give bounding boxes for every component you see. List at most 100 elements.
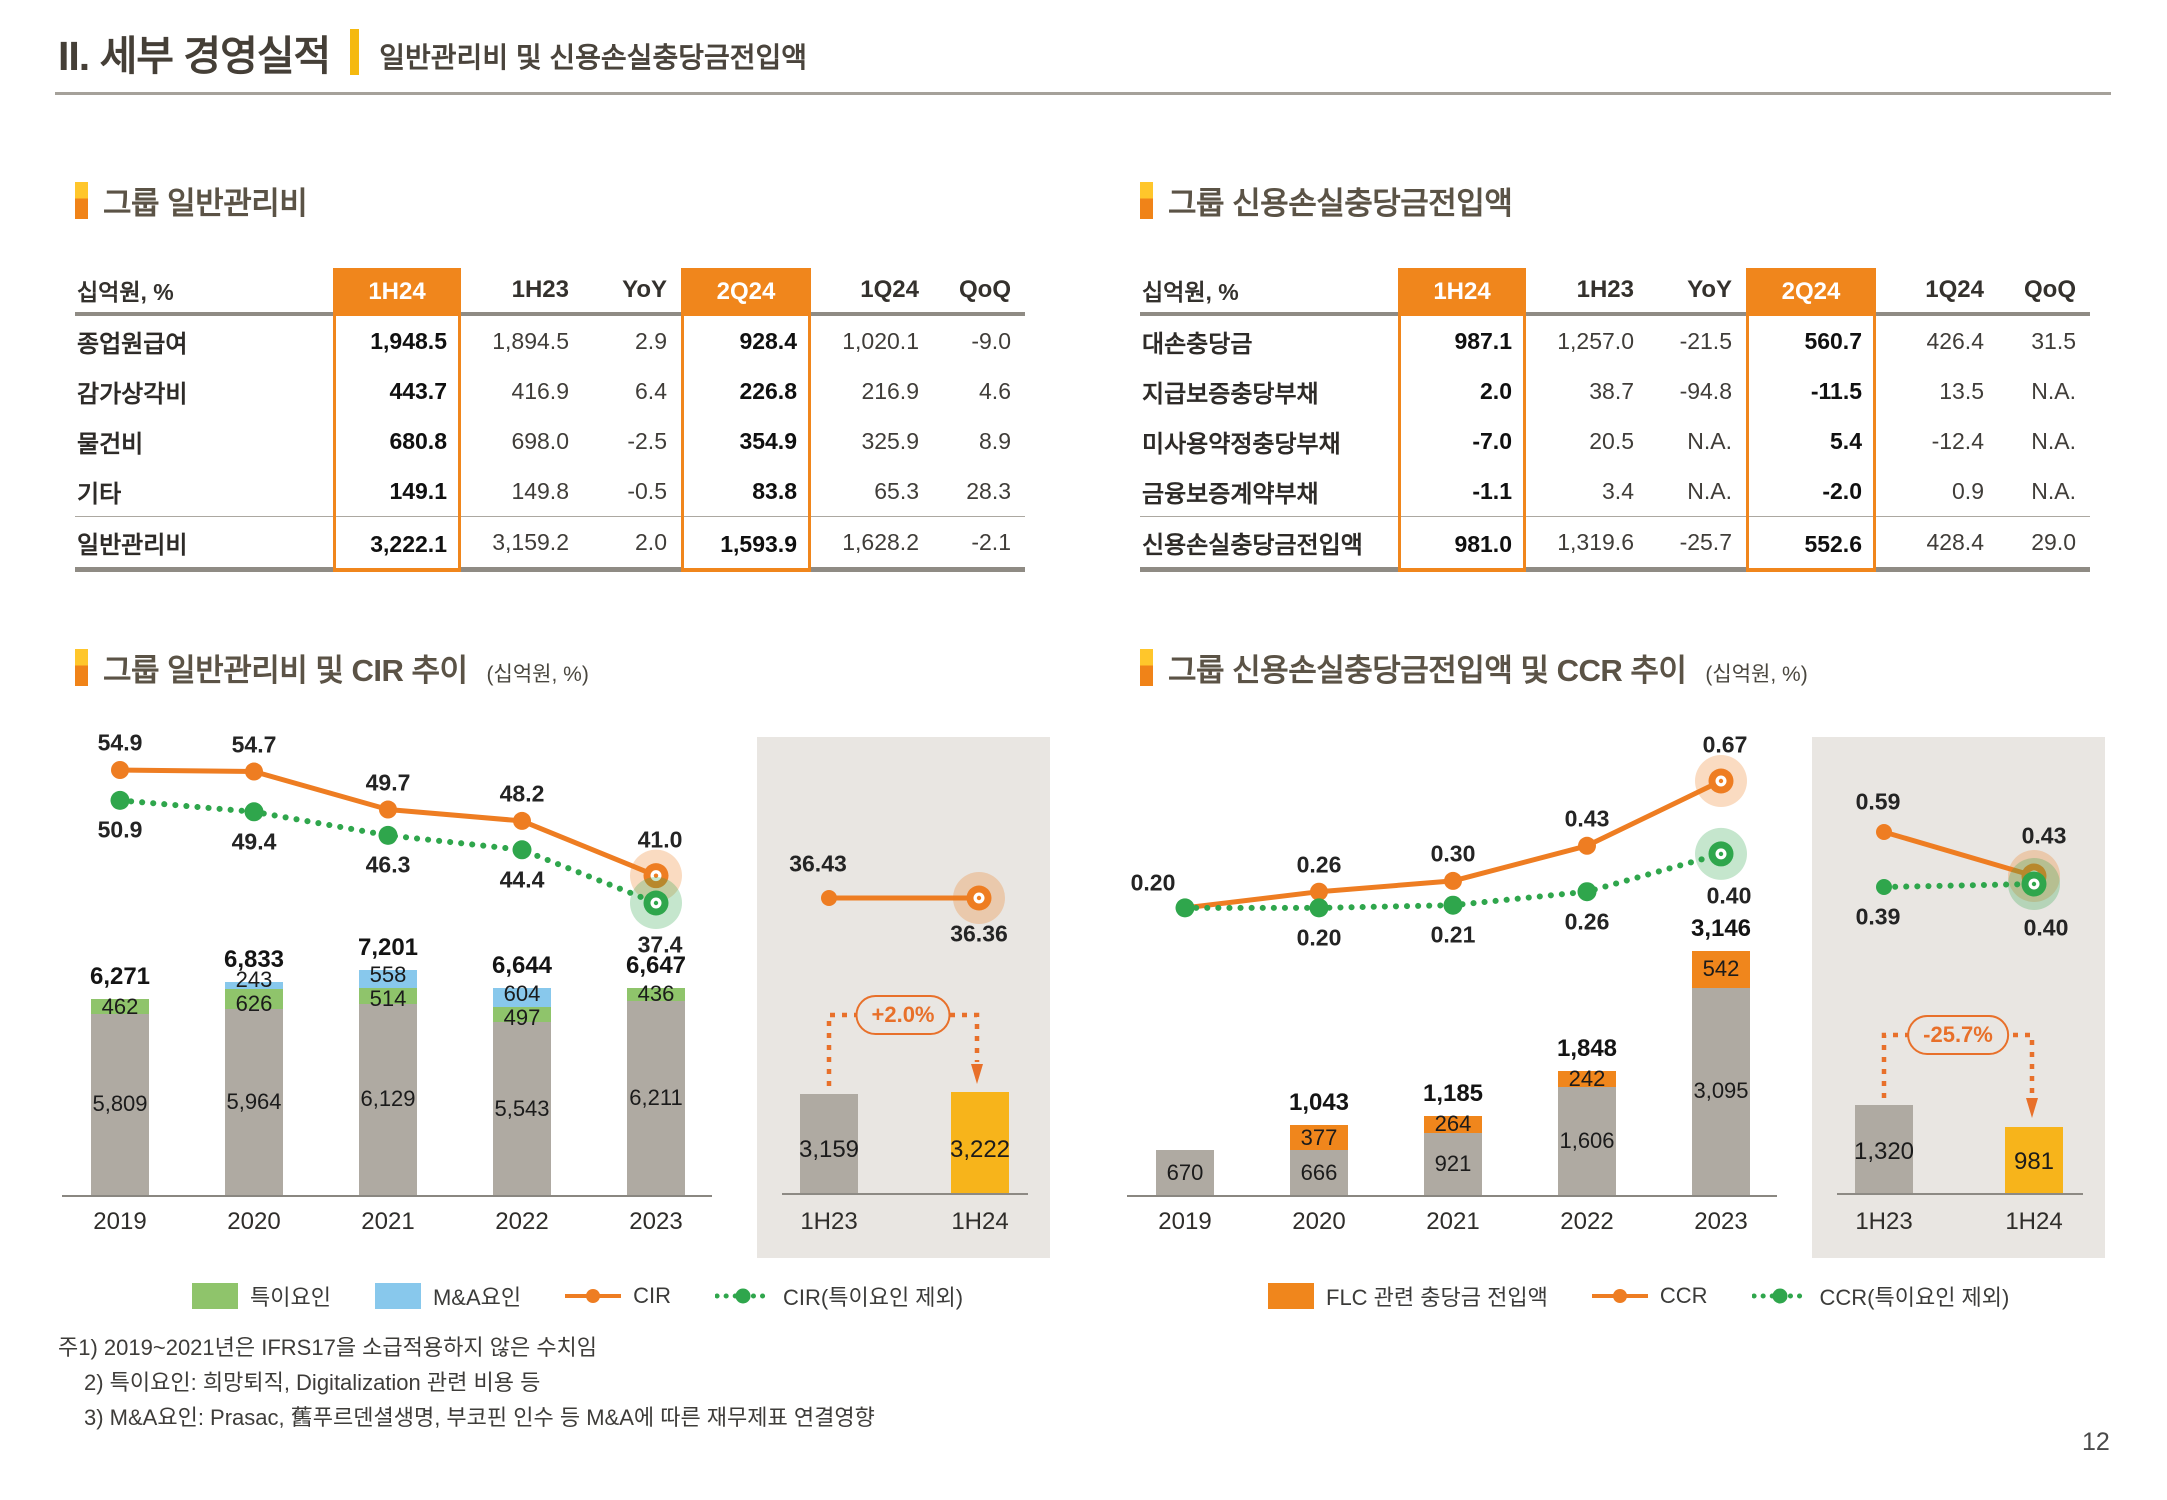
blue-swatch-icon xyxy=(374,1283,421,1309)
bar-segment xyxy=(1290,1150,1348,1195)
table-cell: 83.8 xyxy=(752,477,797,504)
bar-segment xyxy=(493,987,551,1007)
table-cell: 560.7 xyxy=(1804,327,1862,354)
table-row: 십억원, % 1H24 1H23 YoY 2Q24 1Q24 QoQ xyxy=(75,268,1025,316)
legend-label: 특이요인 xyxy=(250,1285,331,1310)
table-cell: 5.4 xyxy=(1830,427,1862,454)
table-row: 감가상각비 443.7 416.9 6.4 226.8 216.9 4.6 xyxy=(75,366,1025,416)
table-cell: -2.5 xyxy=(627,427,667,454)
table-total-cell: -2.1 xyxy=(933,516,1025,572)
bar-segment xyxy=(359,970,417,988)
table-row: 일반관리비 3,222.1 3,159.2 2.0 1,593.9 1,628.2 -2.1 xyxy=(75,516,1025,572)
section-bar-icon xyxy=(75,182,88,219)
header-rule xyxy=(55,92,2111,95)
bar-segment xyxy=(225,981,283,990)
table-row: 신용손실충당금전입액 981.0 1,319.6 -25.7 552.6 428.4 29.… xyxy=(1140,516,2090,572)
legend-item-special-factor: 특이요인 xyxy=(192,1280,331,1312)
table-cell: 226.8 xyxy=(739,377,797,404)
section-header-admin-costs: 그룹 일반관리비 xyxy=(75,178,308,223)
credit-provision-table: 십억원, % 1H24 1H23 YoY 2Q24 1Q24 QoQ 대손충당금 987.1 1,… xyxy=(1140,268,2090,572)
table-column-header: YoY xyxy=(583,268,681,316)
table-total-cell: 1,628.2 xyxy=(811,516,933,572)
table-cell: N.A. xyxy=(2031,377,2076,404)
table-cell: -21.5 xyxy=(1679,327,1732,354)
bar-segment xyxy=(225,1008,283,1195)
bar-segment xyxy=(627,1001,685,1195)
legend-right: FLC 관련 충당금 전입액 CCR CCR(특이요인 제외) xyxy=(1268,1280,2009,1312)
table-cell: 928.4 xyxy=(739,327,797,354)
bar-segment xyxy=(1692,951,1750,988)
table-cell: -94.8 xyxy=(1679,377,1732,404)
table-total-cell: 3,159.2 xyxy=(461,516,583,572)
legend-label: CCR(특이요인 제외) xyxy=(1819,1285,2010,1310)
table-row-label: 대손충당금 xyxy=(1142,330,1253,358)
section-bar-icon xyxy=(1140,182,1153,219)
bar-segment xyxy=(627,987,685,1002)
table-cell: 216.9 xyxy=(861,377,919,404)
title-divider-bar-icon xyxy=(350,29,360,75)
bar-segment xyxy=(493,1006,551,1023)
bar-segment xyxy=(1424,1115,1482,1134)
x-axis xyxy=(1127,1195,1777,1197)
table-row: 종업원급여 1,948.5 1,894.5 2.9 928.4 1,020.1 -9.0 xyxy=(75,316,1025,366)
table-column-header: 1H23 xyxy=(461,268,583,316)
cir-excl-dotted-line-icon xyxy=(715,1288,772,1304)
table-row-label: 종업원급여 xyxy=(77,330,188,358)
table-total-label: 신용손실충당금전입액 xyxy=(1140,516,1398,572)
section-title: 그룹 신용손실충당금전입액 xyxy=(1168,186,1513,221)
table-cell: N.A. xyxy=(1687,427,1732,454)
table-cell: -1.1 xyxy=(1472,477,1512,504)
bar-segment xyxy=(1424,1133,1482,1195)
bar-segment xyxy=(225,989,283,1009)
table-cell: 1,894.5 xyxy=(492,327,569,354)
section-bar-icon xyxy=(1140,649,1153,686)
table-row-label: 금융보증계약부채 xyxy=(1142,480,1319,508)
table-cell: 680.8 xyxy=(389,427,447,454)
page-header: II. 세부 경영실적 일반관리비 및 신용손실충당금전입액 xyxy=(58,22,807,82)
table-total-cell: 428.4 xyxy=(1876,516,1998,572)
table-column-header: 1Q24 xyxy=(1876,268,1998,316)
panel-x-axis xyxy=(782,1193,1028,1195)
table-cell: 8.9 xyxy=(979,427,1011,454)
legend-label: FLC 관련 충당금 전입액 xyxy=(1326,1285,1548,1310)
bar-segment xyxy=(1290,1125,1348,1151)
bar-segment xyxy=(493,1022,551,1195)
panel-bar xyxy=(2005,1127,2063,1193)
panel-bar xyxy=(800,1094,858,1193)
legend-item-ccr-excl: CCR(특이요인 제외) xyxy=(1751,1280,2010,1312)
cir-line-icon xyxy=(565,1289,622,1303)
table-row-label: 미사용약정충당부채 xyxy=(1142,430,1341,458)
table-cell: 6.4 xyxy=(635,377,667,404)
table-cell: N.A. xyxy=(2031,427,2076,454)
page-title: II. 세부 경영실적 xyxy=(58,33,331,79)
table-cell: 149.8 xyxy=(511,477,569,504)
bar-segment xyxy=(1558,1071,1616,1088)
bar-segment xyxy=(91,1013,149,1195)
footnote-line: 2) 특이요인: 희망퇴직, Digitalization 관련 비용 등 xyxy=(84,1370,541,1395)
table-cell: -9.0 xyxy=(971,327,1011,354)
page-number: 12 xyxy=(2082,1428,2110,1456)
table-cell: 4.6 xyxy=(979,377,1011,404)
table-cell: 2.9 xyxy=(635,327,667,354)
table-column-header: QoQ xyxy=(933,268,1025,316)
panel-bar xyxy=(1855,1104,1913,1193)
table-cell: -11.5 xyxy=(1810,377,1862,404)
table-cell: 426.4 xyxy=(1926,327,1984,354)
section-title: 그룹 일반관리비 xyxy=(103,186,308,221)
table-cell: 0.9 xyxy=(1952,477,1984,504)
table-cell: 1,020.1 xyxy=(842,327,919,354)
legend-label: CIR(특이요인 제외) xyxy=(783,1285,964,1310)
bar-segment xyxy=(359,987,417,1004)
table-column-header: 1H23 xyxy=(1526,268,1648,316)
bar-segment xyxy=(1558,1087,1616,1195)
table-total-cell: 1,319.6 xyxy=(1526,516,1648,572)
table-cell: 698.0 xyxy=(511,427,569,454)
table-total-cell: 29.0 xyxy=(1998,516,2090,572)
table-unit-header: 십억원, % xyxy=(1140,268,1398,316)
x-axis xyxy=(62,1195,712,1197)
legend-left: 특이요인 M&A요인 CIR CIR(특이요인 제외) xyxy=(192,1280,963,1312)
section-bar-icon xyxy=(75,649,88,686)
table-cell: 987.1 xyxy=(1454,327,1512,354)
